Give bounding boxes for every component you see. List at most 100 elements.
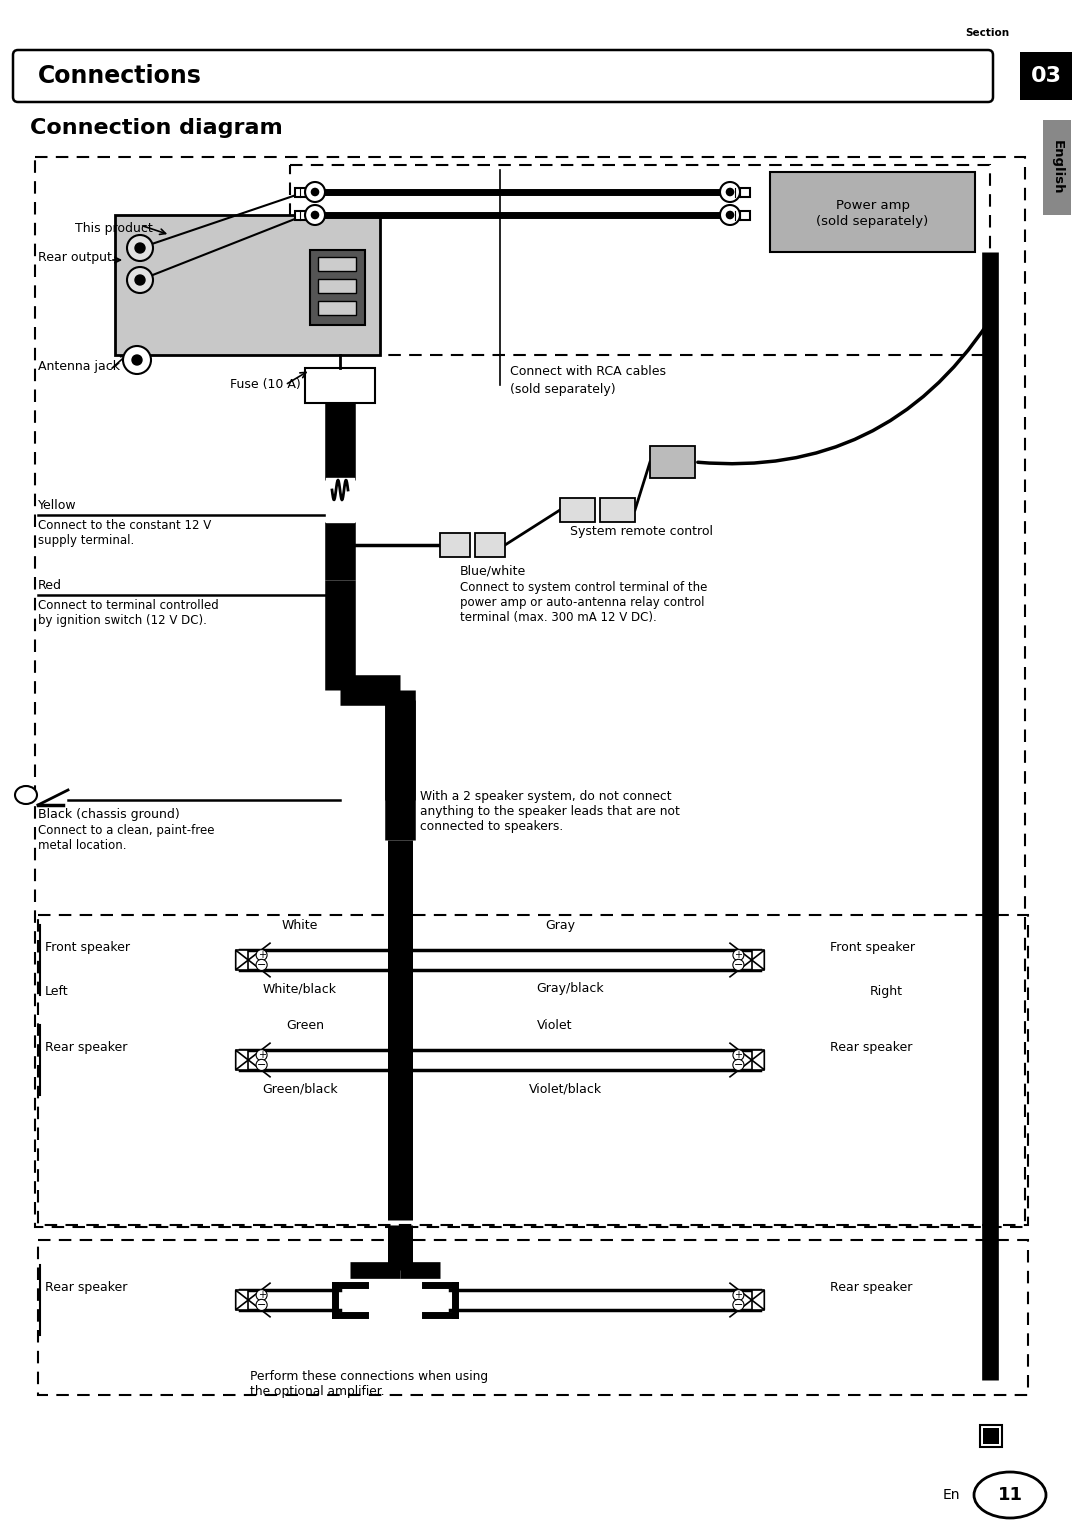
Text: White/black: White/black	[264, 982, 337, 995]
Bar	[730, 188, 750, 197]
Circle shape	[720, 205, 740, 225]
Circle shape	[305, 205, 325, 225]
Circle shape	[311, 188, 319, 196]
Polygon shape	[752, 1290, 765, 1310]
Bar	[983, 1428, 999, 1443]
Circle shape	[127, 268, 153, 294]
Text: This product: This product	[75, 222, 152, 235]
Text: En: En	[943, 1488, 960, 1501]
Bar	[752, 1050, 765, 1070]
Text: −: −	[733, 1300, 743, 1310]
Circle shape	[135, 243, 145, 252]
Bar	[235, 1290, 248, 1310]
Text: Connect to the constant 12 V
supply terminal.: Connect to the constant 12 V supply term…	[38, 518, 212, 547]
Text: Rear speaker: Rear speaker	[45, 1041, 127, 1055]
Bar	[730, 211, 750, 220]
Bar	[561, 498, 595, 521]
Bar	[235, 950, 248, 969]
Text: Connections: Connections	[38, 64, 202, 89]
Bar	[318, 278, 356, 294]
Bar	[318, 301, 356, 315]
Bar	[38, 914, 1028, 1225]
Circle shape	[305, 182, 325, 202]
Bar	[310, 251, 365, 326]
Bar	[600, 498, 635, 521]
Text: Green/black: Green/black	[262, 1083, 338, 1095]
Bar	[35, 157, 1025, 1226]
Text: +: +	[734, 1050, 742, 1060]
Text: 11: 11	[998, 1486, 1023, 1505]
Circle shape	[127, 235, 153, 261]
Text: Connect with RCA cables: Connect with RCA cables	[510, 365, 666, 378]
Text: Gray/black: Gray/black	[536, 982, 604, 995]
Bar	[295, 188, 315, 197]
Text: −: −	[257, 1060, 267, 1070]
Polygon shape	[235, 1290, 248, 1310]
Ellipse shape	[974, 1472, 1047, 1518]
Text: Gray: Gray	[545, 919, 575, 933]
Ellipse shape	[15, 786, 37, 804]
Bar	[295, 211, 315, 220]
Bar	[305, 368, 375, 404]
Text: Blue/white: Blue/white	[460, 566, 526, 578]
Text: 03: 03	[1030, 66, 1062, 86]
Text: +: +	[258, 1050, 266, 1060]
Text: With a 2 speaker system, do not connect
anything to the speaker leads that are n: With a 2 speaker system, do not connect …	[420, 790, 680, 833]
Text: Power amp: Power amp	[836, 199, 909, 211]
Text: Connection diagram: Connection diagram	[30, 118, 283, 138]
Bar	[980, 1425, 1002, 1446]
Text: (sold separately): (sold separately)	[510, 382, 616, 396]
Text: −: −	[733, 960, 743, 969]
Polygon shape	[752, 1050, 765, 1070]
Circle shape	[311, 211, 319, 219]
Polygon shape	[752, 950, 765, 969]
FancyBboxPatch shape	[13, 50, 993, 102]
Text: System remote control: System remote control	[570, 524, 713, 538]
Text: Connect to a clean, paint-free
metal location.: Connect to a clean, paint-free metal loc…	[38, 824, 215, 852]
Text: English: English	[1051, 141, 1064, 194]
Bar	[475, 534, 505, 557]
Bar	[770, 171, 975, 252]
Text: +: +	[258, 1290, 266, 1300]
Bar	[1043, 119, 1071, 216]
Polygon shape	[235, 950, 248, 969]
Text: Connect to system control terminal of the
power amp or auto-antenna relay contro: Connect to system control terminal of th…	[460, 581, 707, 624]
Text: Front speaker: Front speaker	[831, 942, 915, 954]
Bar	[1020, 52, 1072, 99]
Text: Connect to terminal controlled
by ignition switch (12 V DC).: Connect to terminal controlled by igniti…	[38, 599, 219, 627]
Text: Perform these connections when using
the optional amplifier.: Perform these connections when using the…	[249, 1370, 488, 1398]
Text: Violet/black: Violet/black	[528, 1083, 602, 1095]
Bar	[752, 1290, 765, 1310]
Text: Rear output: Rear output	[38, 251, 112, 265]
Text: Black (chassis ground): Black (chassis ground)	[38, 807, 179, 821]
Bar	[114, 216, 380, 355]
Text: (sold separately): (sold separately)	[816, 214, 929, 228]
Circle shape	[123, 346, 151, 375]
Circle shape	[727, 211, 733, 219]
Circle shape	[132, 355, 141, 365]
Text: +: +	[734, 950, 742, 960]
Circle shape	[135, 275, 145, 284]
Bar	[440, 534, 470, 557]
Text: Fuse (10 A): Fuse (10 A)	[230, 378, 300, 391]
Bar	[650, 446, 696, 479]
Text: Right: Right	[870, 985, 903, 998]
Bar	[38, 1240, 1028, 1394]
Bar	[291, 165, 990, 355]
Text: Yellow: Yellow	[38, 498, 77, 512]
Text: Red: Red	[38, 579, 62, 592]
Text: Front speaker: Front speaker	[45, 942, 130, 954]
Bar	[752, 950, 765, 969]
Text: −: −	[257, 1300, 267, 1310]
Text: Section: Section	[964, 28, 1009, 38]
Text: Rear speaker: Rear speaker	[831, 1041, 913, 1055]
Bar	[235, 1050, 248, 1070]
Text: Antenna jack: Antenna jack	[38, 359, 120, 373]
Text: Rear speaker: Rear speaker	[831, 1281, 913, 1295]
Text: Rear speaker: Rear speaker	[45, 1281, 127, 1295]
Text: White: White	[282, 919, 319, 933]
Text: Violet: Violet	[537, 1018, 572, 1032]
Bar	[318, 257, 356, 271]
Text: +: +	[258, 950, 266, 960]
Text: /: /	[404, 855, 411, 875]
